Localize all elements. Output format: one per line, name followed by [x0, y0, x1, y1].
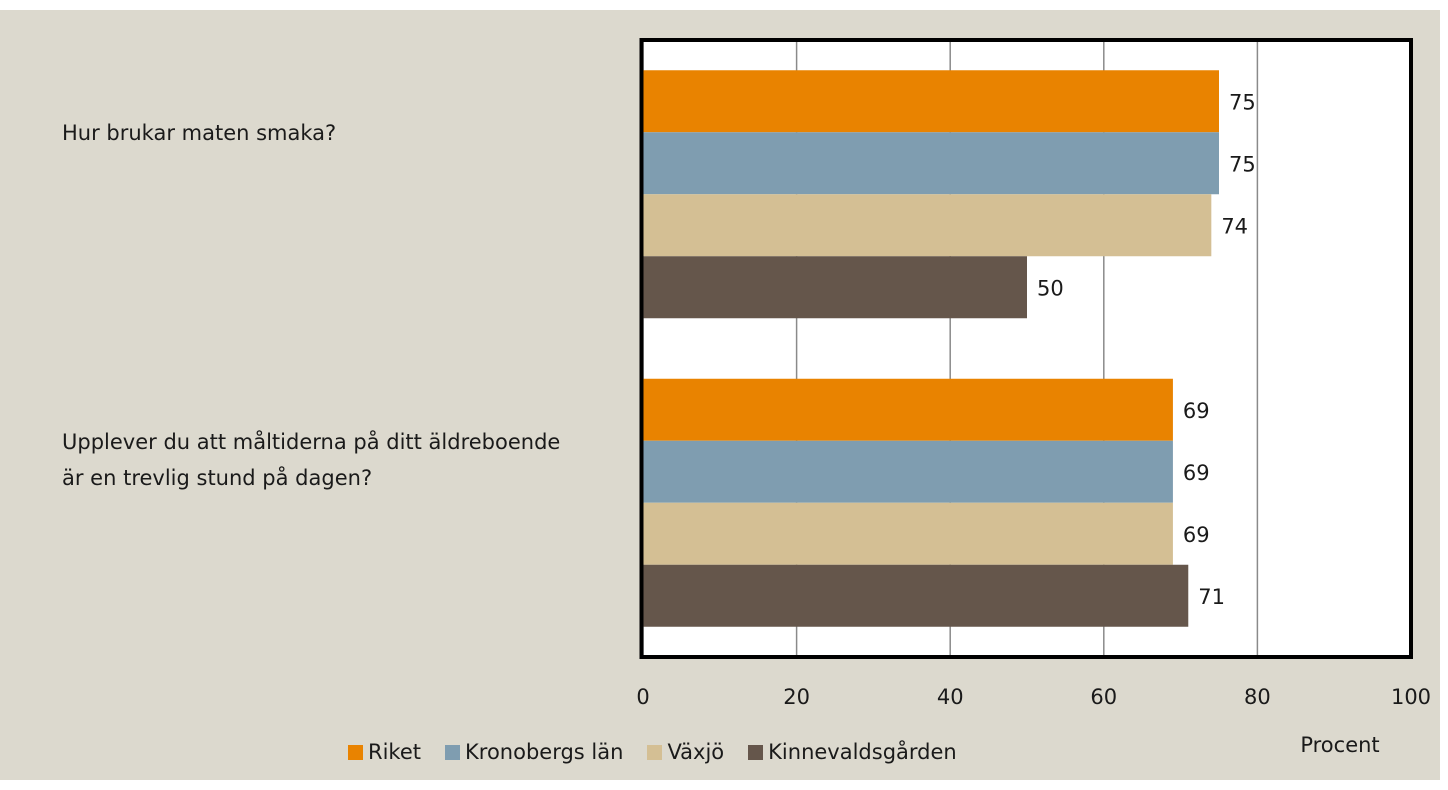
- category-label: Upplever du att måltiderna på ditt äldre…: [62, 430, 561, 490]
- legend-label: Växjö: [667, 740, 725, 764]
- legend-swatch: [348, 744, 363, 760]
- legend-swatch: [647, 744, 663, 760]
- plot-border: [639, 38, 1413, 659]
- legend-item: Växjö: [647, 740, 724, 764]
- bar: [643, 194, 1212, 257]
- legend-label: Kinnevaldsgården: [768, 740, 957, 764]
- x-tick-label: 0: [636, 685, 649, 709]
- x-tick-label: 20: [783, 685, 810, 709]
- bar: [643, 502, 1173, 565]
- value-label: 75: [1229, 152, 1256, 176]
- bar: [643, 256, 1027, 319]
- chart: 0 20 40 60 80 100 75 75 74 50 69 69 69 71 Procent: [636, 38, 1431, 757]
- value-label: 75: [1229, 90, 1256, 114]
- bar: [643, 564, 1189, 627]
- bar: [643, 70, 1219, 133]
- bar: [643, 132, 1219, 195]
- value-label: 69: [1183, 399, 1210, 423]
- value-label: 74: [1221, 214, 1248, 238]
- x-tick-label: 100: [1391, 685, 1431, 709]
- legend-item: Kronobergs län: [445, 740, 623, 764]
- x-axis-title: Procent: [1300, 733, 1379, 757]
- legend-label: Riket: [368, 740, 421, 764]
- category-label: Hur brukar maten smaka?: [62, 121, 337, 145]
- x-tick-label: 80: [1244, 685, 1271, 709]
- legend-swatch: [748, 744, 764, 760]
- value-label: 69: [1183, 523, 1210, 547]
- chart-frame: 0 20 40 60 80 100 75 75 74 50 69 69 69 71 Procent Rike…: [0, 10, 1440, 780]
- legend: Riket Kronobergs län Växjö Kinnevaldsgården: [348, 740, 981, 764]
- legend-item: Kinnevaldsgården: [748, 740, 957, 764]
- bar: [643, 440, 1173, 503]
- legend-item: Riket: [348, 740, 421, 764]
- value-label: 71: [1198, 585, 1225, 609]
- legend-swatch: [445, 744, 460, 760]
- value-label: 69: [1183, 461, 1210, 485]
- value-label: 50: [1037, 276, 1064, 300]
- x-tick-label: 60: [1090, 685, 1117, 709]
- legend-label: Kronobergs län: [465, 740, 624, 764]
- bar: [643, 378, 1173, 441]
- x-tick-label: 40: [937, 685, 964, 709]
